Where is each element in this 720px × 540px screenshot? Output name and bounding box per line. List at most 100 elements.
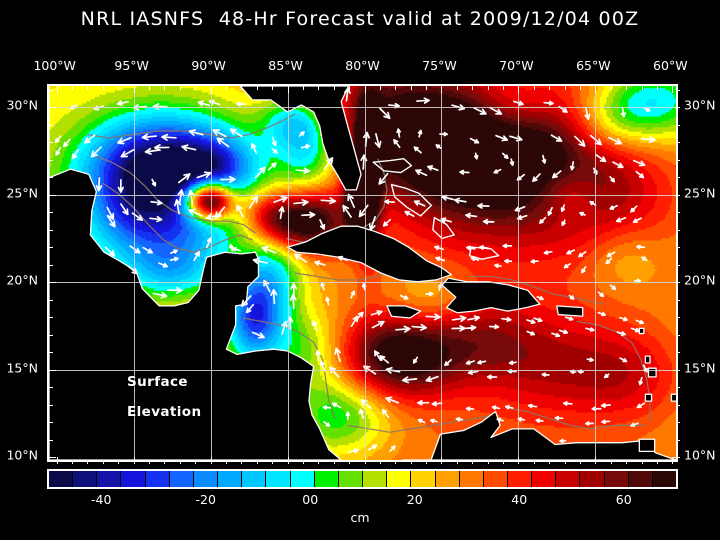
colorbar-tick-00: 00 (302, 492, 319, 507)
colorbar-swatch-16 (435, 471, 460, 487)
colorbar-swatch-17 (459, 471, 484, 487)
tick-mark (256, 460, 258, 464)
latitude-label-20N-left: 20°N (6, 272, 38, 288)
page-title: NRL IASNFS 48-Hr Forecast valid at 2009/… (80, 8, 640, 30)
longitude-label-100W: 100°W (33, 58, 76, 73)
colorbar-swatch-25 (652, 471, 677, 487)
colorbar-tick--40: -40 (91, 492, 112, 507)
surface-elevation-field (49, 86, 676, 460)
colorbar-swatch-18 (483, 471, 508, 487)
latitude-label-30N-left: 30°N (6, 97, 38, 113)
longitude-label-80W: 80°W (345, 58, 380, 73)
tick-mark (676, 264, 680, 266)
tick-mark (302, 460, 304, 464)
latitude-label-10N-right: 10°N (684, 447, 716, 463)
tick-mark (102, 460, 104, 464)
tick-mark (676, 422, 680, 423)
tick-mark (333, 460, 335, 464)
colorbar-swatch-10 (290, 471, 315, 487)
colorbar-swatch-9 (266, 471, 291, 487)
tick-mark (503, 460, 504, 464)
graticule-meridian (210, 86, 212, 460)
colorbar-swatch-14 (387, 471, 412, 487)
tick-mark (676, 317, 680, 318)
graticule-meridian (518, 86, 520, 460)
tick-mark (487, 460, 489, 464)
colorbar-tick-40: 40 (511, 492, 528, 507)
overlay-label-line2: Elevation (127, 404, 202, 420)
colorbar-swatch-20 (532, 471, 557, 487)
tick-mark (641, 460, 643, 464)
tick-mark (676, 299, 680, 301)
graticule-meridian (133, 86, 135, 460)
tick-mark (564, 460, 566, 464)
tick-mark (472, 460, 474, 464)
tick-mark (395, 460, 397, 464)
tick-mark (379, 460, 381, 464)
colorbar-swatch-19 (507, 471, 533, 487)
tick-mark (164, 460, 166, 464)
colorbar-swatch-3 (121, 471, 146, 487)
tick-mark (149, 460, 151, 464)
tick-mark (676, 159, 680, 161)
tick-mark (318, 460, 320, 464)
colorbar[interactable] (47, 469, 678, 489)
latitude-label-25N-right: 25°N (684, 185, 716, 200)
colorbar-swatch-8 (242, 471, 267, 487)
colorbar-swatch-24 (628, 471, 653, 487)
graticule-meridian (441, 86, 443, 460)
current-vector-arrows (54, 87, 656, 454)
latitude-label-20N-right: 20°N (684, 272, 716, 288)
map-canvas: Surface Elevation (49, 86, 676, 460)
colorbar-swatch-4 (145, 471, 170, 487)
tick-mark (676, 334, 680, 336)
latitude-label-10N-left: 10°N (6, 447, 38, 463)
tick-mark (225, 460, 227, 464)
longitude-label-65W: 65°W (576, 58, 611, 73)
colorbar-swatch-5 (169, 471, 194, 487)
tick-mark (676, 177, 680, 178)
tick-mark (426, 460, 428, 464)
graticule-meridian (364, 86, 366, 460)
graticule-parallel (49, 107, 676, 108)
colorbar-tick--20: -20 (195, 492, 216, 507)
longitude-label-90W: 90°W (191, 58, 226, 73)
tick-mark (72, 460, 74, 464)
colorbar-tick-60: 60 (615, 492, 632, 507)
tick-mark (549, 460, 551, 464)
tick-mark (676, 142, 680, 143)
colorbar-swatch-11 (314, 471, 339, 487)
graticule-parallel (49, 282, 676, 283)
colorbar-swatch-22 (580, 471, 605, 487)
tick-mark (179, 460, 181, 464)
tick-mark (87, 460, 89, 464)
latitude-label-25N-left: 25°N (6, 185, 38, 200)
tick-mark (676, 247, 680, 248)
tick-mark (626, 460, 628, 464)
colorbar-swatch-15 (411, 471, 436, 487)
tick-mark (676, 352, 680, 353)
map-plot-area[interactable]: Surface Elevation (47, 84, 680, 464)
latitude-label-15N-right: 15°N (684, 360, 716, 375)
longitude-label-75W: 75°W (422, 58, 457, 73)
longitude-label-85W: 85°W (268, 58, 303, 73)
colorbar-swatch-21 (556, 471, 581, 487)
tick-mark (579, 460, 581, 464)
graticule-parallel (49, 194, 676, 196)
tick-mark (676, 387, 680, 388)
tick-mark (241, 460, 243, 464)
tick-mark (118, 460, 120, 464)
bathymetry-contours (87, 113, 651, 433)
overlay-label-line1: Surface (127, 374, 188, 390)
tick-mark (456, 460, 458, 464)
latitude-label-15N-left: 15°N (6, 360, 38, 375)
tick-mark (676, 404, 680, 406)
landmasses (49, 86, 676, 460)
latitude-label-30N-right: 30°N (684, 97, 716, 113)
tick-mark (676, 124, 680, 126)
colorbar-swatch-23 (604, 471, 629, 487)
tick-mark (676, 212, 680, 213)
colorbar-swatch-1 (73, 471, 98, 487)
tick-mark (533, 460, 535, 464)
